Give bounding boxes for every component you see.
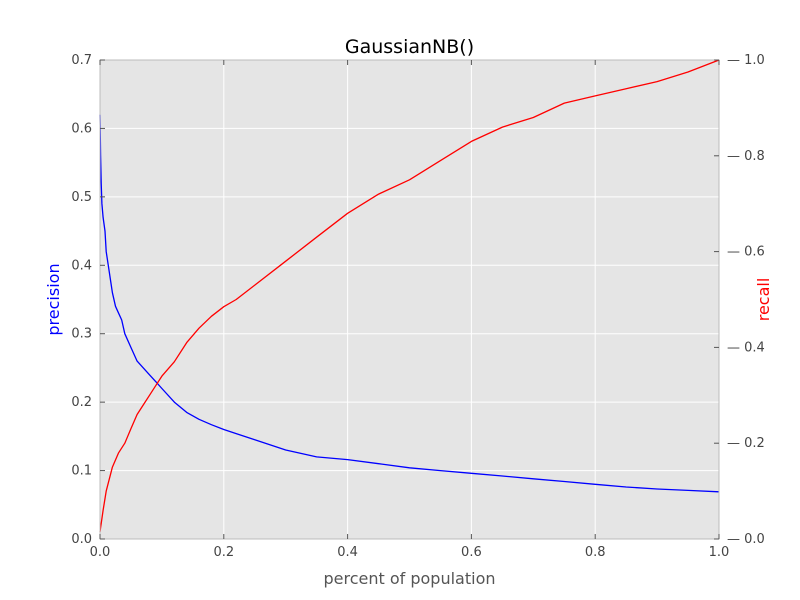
y-axis-label-right: recall [754,278,773,322]
y-tick-label-left: 0.1 [71,464,92,479]
y-axis-label-left: precision [44,263,63,335]
x-tick-label: 0.6 [461,545,482,560]
x-tick-label: 0.4 [337,545,358,560]
y-tick-label-left: 0.3 [71,327,92,342]
recall-line [99,59,720,532]
series-layer [99,59,720,532]
x-tick-label: 0.8 [585,545,606,560]
y-tick-label-left: 0.0 [71,532,92,547]
y-tick-label-left: 0.6 [71,121,92,136]
x-tick-label: 1.0 [709,545,730,560]
y-tick-label-left: 0.4 [71,258,92,273]
y-tick-label-left: 0.7 [71,53,92,68]
y-tick-label-right: — 0.6 [727,245,765,260]
x-tick-label: 0.2 [213,545,234,560]
y-tick-label-right: — 1.0 [727,53,765,68]
y-tick-label-right: — 0.0 [727,532,765,547]
y-tick-label-right: — 0.4 [727,340,765,355]
ticks: 0.0 0.2 0.4 0.6 0.8 1.0 0.0 0.1 0.2 0.3 0.4 0.5 0.6 0… [71,53,765,560]
y-tick-label-right: — 0.8 [727,149,765,164]
chart-title: GaussianNB() [345,36,474,58]
precision-line [99,114,720,493]
y-tick-label-left: 0.2 [71,395,92,410]
plot-background [100,60,719,539]
x-axis-label: percent of population [323,569,495,588]
x-tick-label: 0.0 [90,545,111,560]
y-tick-label-left: 0.5 [71,190,92,205]
y-tick-label-right: — 0.2 [727,436,765,451]
plot-frame [99,59,720,540]
